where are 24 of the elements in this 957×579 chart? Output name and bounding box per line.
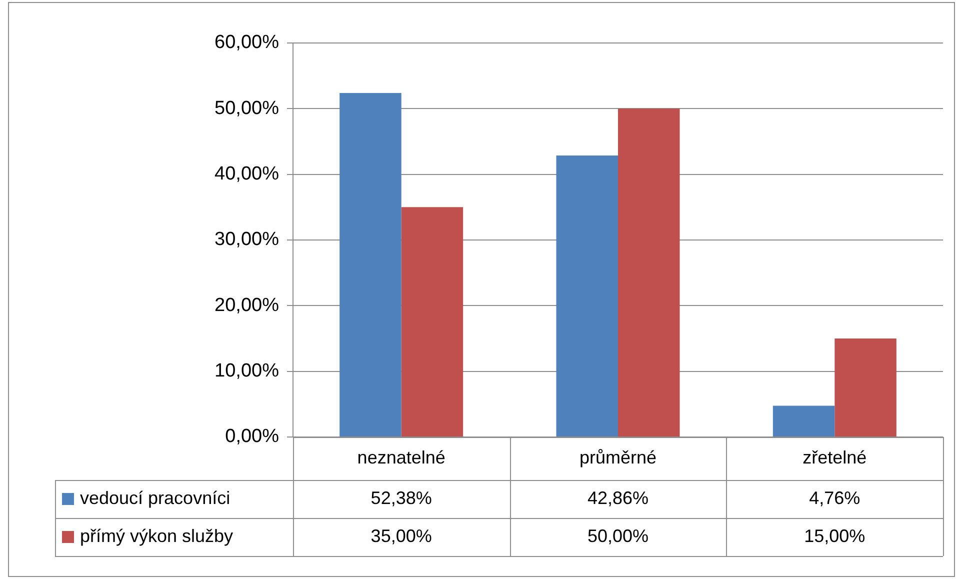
bar [834, 338, 896, 436]
x-tick-label: průměrné [579, 447, 657, 468]
y-tick-label: 40,00% [214, 164, 280, 185]
bar [772, 406, 835, 436]
x-tick-label: zřetelné [802, 447, 867, 468]
legend-label: přímý výkon služby [80, 526, 234, 546]
data-label: 4,76% [809, 488, 860, 508]
y-tick-label: 50,00% [214, 98, 280, 119]
bar [401, 207, 464, 436]
bar [340, 93, 402, 436]
bar [618, 108, 680, 436]
bar [556, 156, 618, 436]
y-tick-label: 60,00% [214, 32, 280, 54]
y-tick-label: 0,00% [225, 426, 280, 448]
y-tick-label: 10,00% [214, 360, 280, 382]
y-tick-label: 30,00% [214, 229, 280, 250]
legend-label: vedoucí pracovníci [80, 488, 230, 508]
data-label: 52,38% [370, 488, 432, 508]
data-label: 15,00% [804, 526, 866, 546]
x-tick-label: neznatelné [357, 447, 446, 468]
data-label: 50,00% [587, 526, 649, 546]
data-label: 42,86% [587, 488, 649, 508]
data-label: 35,00% [370, 526, 432, 546]
y-tick-label: 20,00% [214, 294, 280, 316]
